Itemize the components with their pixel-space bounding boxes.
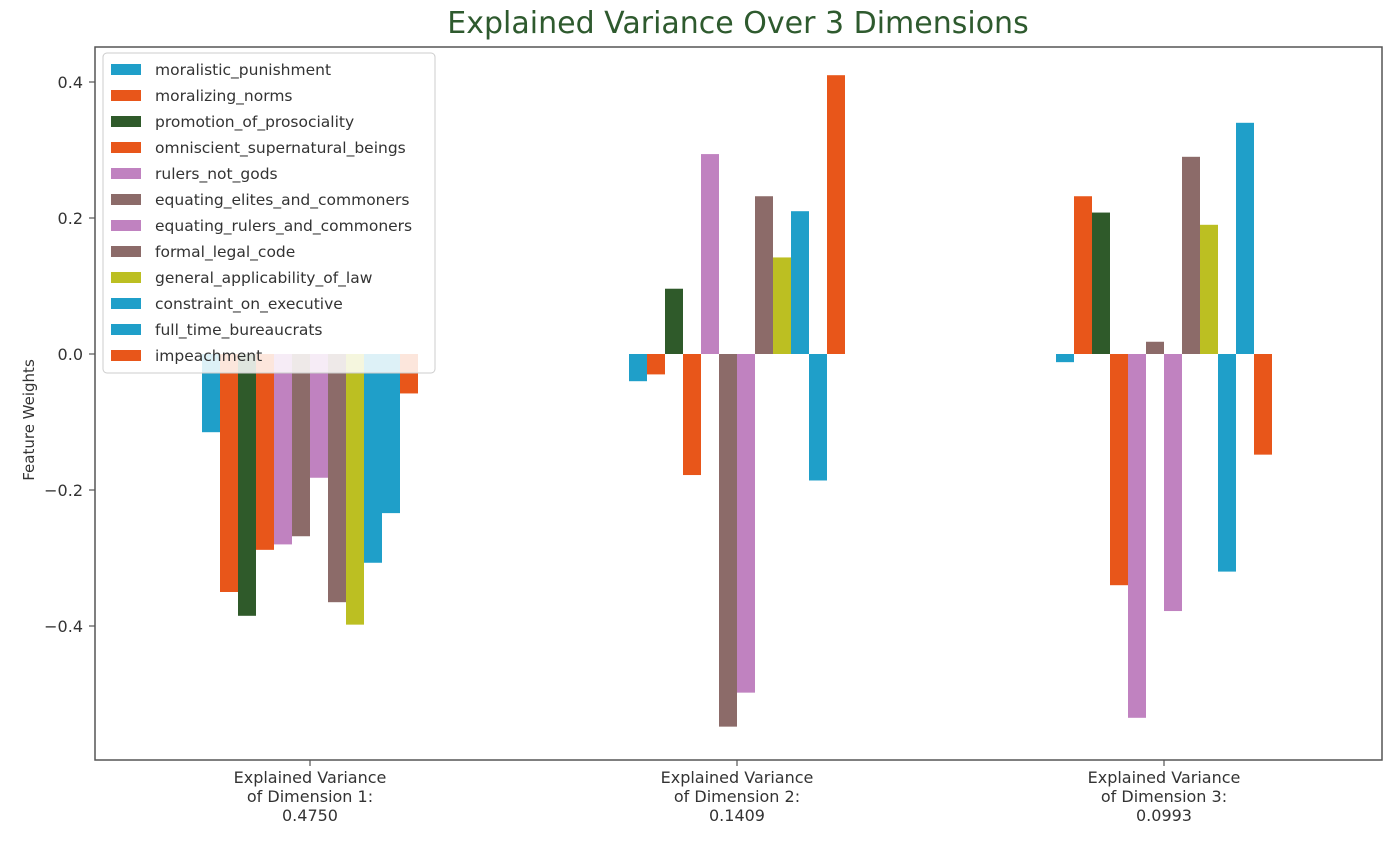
legend-swatch: [111, 90, 141, 101]
legend-swatch: [111, 324, 141, 335]
legend-swatch: [111, 194, 141, 205]
legend-box: [102, 52, 436, 374]
y-tick-label: −0.2: [44, 481, 83, 500]
x-tick-label: Explained Variance of Dimension 1: 0.4750: [234, 768, 387, 825]
y-tick-label: 0.2: [58, 209, 83, 228]
bar-moralizing_norms-dim1: [220, 354, 238, 592]
bar-promotion_of_prosociality-dim3: [1092, 212, 1110, 354]
legend: moralistic_punishment moralizing_normspro…: [102, 52, 436, 374]
legend-label: constraint_on_executive: [155, 295, 343, 314]
bar-moralizing_norms-dim3: [1074, 196, 1092, 354]
bar-rulers_not_gods-dim3: [1128, 354, 1146, 718]
legend-swatch: [111, 220, 141, 231]
axes-layer: [94, 46, 1383, 761]
legend-label: general_applicability_of_law: [155, 269, 373, 288]
bar-impeachment-dim3: [1254, 354, 1272, 455]
legend-swatch: [111, 272, 141, 283]
bar-moralistic_punishment-dim1: [202, 354, 220, 433]
x-tick-label: Explained Variance of Dimension 2: 0.1409: [661, 768, 814, 825]
bar-omniscient_supernatural_beings-dim3: [1110, 354, 1128, 586]
legend-label: equating_elites_and_commoners: [155, 191, 410, 210]
bar-impeachment-dim2: [827, 75, 845, 354]
bar-promotion_of_prosociality-dim1: [238, 354, 256, 616]
bar-equating_rulers_and_commoners-dim3: [1164, 354, 1182, 612]
legend-swatch: [111, 116, 141, 127]
bar-moralistic_punishment-dim2: [629, 354, 647, 382]
y-axis-label: Feature Weights: [20, 359, 38, 481]
legend-swatch: [111, 142, 141, 153]
legend-label: omniscient_supernatural_beings: [155, 139, 406, 158]
legend-label: equating_rulers_and_commoners: [155, 217, 412, 236]
bar-equating_rulers_and_commoners-dim1: [310, 354, 328, 478]
y-tick-label: 0.4: [58, 73, 83, 92]
chart-title: Explained Variance Over 3 Dimensions: [447, 6, 1028, 41]
bar-constraint_on_executive-dim1: [364, 354, 382, 563]
y-ticks: −0.4 −0.2 0.0 0.2 0.4: [44, 73, 95, 636]
bar-formal_legal_code-dim1: [328, 354, 346, 603]
bar-promotion_of_prosociality-dim2: [665, 288, 683, 354]
bar-general_applicability_of_law-dim1: [346, 354, 364, 625]
bars-layer: [202, 75, 1272, 727]
bar-rulers_not_gods-dim1: [274, 354, 292, 545]
legend-swatch: [111, 168, 141, 179]
bar-omniscient_supernatural_beings-dim1: [256, 354, 274, 550]
bar-general_applicability_of_law-dim2: [773, 257, 791, 354]
legend-label: rulers_not_gods: [155, 165, 278, 184]
plot-frame: [94, 46, 1383, 761]
bar-equating_rulers_and_commoners-dim2: [737, 354, 755, 693]
bar-equating_elites_and_commoners-dim3: [1146, 341, 1164, 354]
bar-constraint_on_executive-dim2: [791, 211, 809, 354]
legend-label: moralizing_norms: [155, 87, 293, 106]
bar-general_applicability_of_law-dim3: [1200, 224, 1218, 354]
legend-label: moralistic_punishment: [155, 61, 331, 80]
bar-constraint_on_executive-dim3: [1218, 354, 1236, 572]
legend-swatch: [111, 350, 141, 361]
legend-label: promotion_of_prosociality: [155, 113, 354, 132]
y-tick-label: 0.0: [58, 345, 83, 364]
x-tick-label: Explained Variance of Dimension 3: 0.0993: [1088, 768, 1241, 825]
bar-moralizing_norms-dim2: [647, 354, 665, 375]
bar-formal_legal_code-dim3: [1182, 156, 1200, 354]
legend-label: formal_legal_code: [155, 243, 295, 262]
y-tick-label: −0.4: [44, 617, 83, 636]
bar-moralistic_punishment-dim3: [1056, 354, 1074, 363]
bar-formal_legal_code-dim2: [755, 196, 773, 354]
bar-omniscient_supernatural_beings-dim2: [683, 354, 701, 476]
bar-full_time_bureaucrats-dim2: [809, 354, 827, 481]
legend-label: impeachment: [155, 347, 262, 365]
bar-equating_elites_and_commoners-dim1: [292, 354, 310, 537]
bar-equating_elites_and_commoners-dim2: [719, 354, 737, 727]
bar-full_time_bureaucrats-dim3: [1236, 122, 1254, 354]
legend-swatch: [111, 298, 141, 309]
legend-label: full_time_bureaucrats: [155, 321, 323, 340]
bar-full_time_bureaucrats-dim1: [382, 354, 400, 514]
legend-swatch: [111, 64, 141, 75]
legend-swatch: [111, 246, 141, 257]
bar-rulers_not_gods-dim2: [701, 154, 719, 354]
x-ticks: Explained Variance of Dimension 1: 0.4750 E…: [234, 760, 1241, 825]
